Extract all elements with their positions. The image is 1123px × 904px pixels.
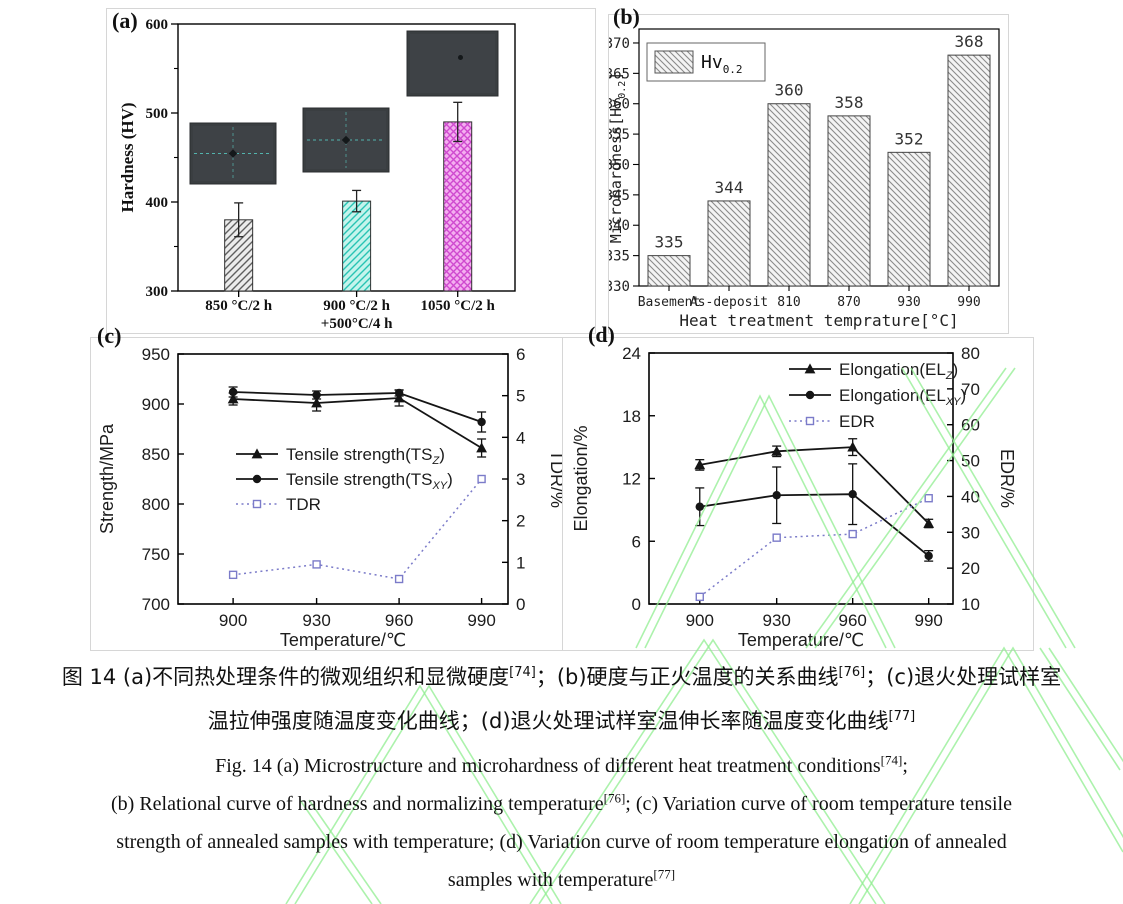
svg-text:Tensile strength(TSZ): Tensile strength(TSZ)	[286, 445, 445, 467]
svg-text:Strength/MPa: Strength/MPa	[97, 423, 117, 534]
svg-text:370: 370	[609, 36, 630, 52]
svg-text:344: 344	[715, 178, 744, 197]
svg-text:810: 810	[777, 295, 800, 310]
caption-en-line-4: samples with temperature[77]	[447, 866, 676, 891]
svg-text:335: 335	[609, 249, 630, 265]
svg-text:358: 358	[835, 93, 864, 112]
svg-text:930: 930	[302, 611, 330, 630]
hardness-bar-chart: 300 400 500 600 Hardness (HV) 850 °C/2 h 900 °…	[118, 17, 516, 332]
svg-text:0: 0	[516, 595, 525, 614]
svg-text:6: 6	[632, 532, 641, 551]
svg-text:900 °C/2 h: 900 °C/2 h	[323, 298, 390, 314]
svg-text:Temperature/℃: Temperature/℃	[738, 630, 864, 650]
svg-text:700: 700	[142, 595, 170, 614]
svg-text:368: 368	[955, 32, 984, 51]
svg-text:0: 0	[632, 595, 641, 614]
caption-en-line-1: Fig. 14 (a) Microstructure and microhard…	[215, 752, 908, 777]
svg-text:930: 930	[897, 295, 920, 310]
svg-text:900: 900	[142, 395, 170, 414]
svg-text:Hv0.2: Hv0.2	[701, 52, 743, 76]
caption-zh-line-2: 温拉伸强度随温度变化曲线；(d)退火处理试样室温伸长率随温度变化曲线[77]	[207, 709, 916, 733]
svg-text:350: 350	[609, 157, 630, 173]
svg-text:900: 900	[219, 611, 247, 630]
svg-text:990: 990	[467, 611, 495, 630]
svg-text:330: 330	[609, 279, 630, 295]
svg-text:345: 345	[609, 188, 630, 204]
caption-chinese: 图 14 (a)不同热处理条件的微观组织和显微硬度[74]；(b)硬度与正火温度…	[0, 655, 1123, 743]
figure-caption: 图 14 (a)不同热处理条件的微观组织和显微硬度[74]；(b)硬度与正火温度…	[0, 655, 1123, 899]
svg-text:900: 900	[686, 611, 714, 630]
panel-a-hardness-bar-chart: 300 400 500 600 Hardness (HV) 850 °C/2 h 900 °…	[106, 8, 596, 334]
svg-text:355: 355	[609, 127, 630, 143]
svg-text:360: 360	[775, 81, 804, 100]
svg-text:24: 24	[622, 344, 641, 363]
svg-text:Elongation(ELZ): Elongation(ELZ)	[839, 360, 958, 382]
panel-c-tensile-strength-line-chart: 700 750 800 850 900 950 0 1 2 3 4 5 6 900 930 960 990 Tem…	[90, 337, 612, 651]
svg-text:360: 360	[609, 97, 630, 113]
svg-text:335: 335	[655, 233, 684, 252]
svg-text:600: 600	[146, 17, 169, 33]
panel-a-label: (a)	[112, 8, 138, 33]
svg-text:Temperature/℃: Temperature/℃	[280, 630, 406, 650]
panel-d-elongation-line-chart: 0 6 12 18 24 10 20 30 40 50 60 70 80 900 930 960 990 Temp…	[562, 337, 1034, 651]
svg-text:500: 500	[146, 106, 169, 122]
svg-text:Tensile strength(TSXY): Tensile strength(TSXY)	[286, 470, 453, 492]
caption-english: Fig. 14 (a) Microstructure and microhard…	[0, 747, 1123, 899]
svg-text:Heat treatment temprature[°C]: Heat treatment temprature[°C]	[679, 311, 958, 330]
svg-text:960: 960	[838, 611, 866, 630]
svg-text:400: 400	[146, 195, 169, 211]
svg-text:As-deposit: As-deposit	[690, 295, 768, 310]
panel-c-label: (c)	[97, 323, 122, 348]
caption-en-line-3: strength of annealed samples with temper…	[116, 831, 1007, 853]
svg-text:60: 60	[961, 416, 980, 435]
svg-text:850 °C/2 h: 850 °C/2 h	[205, 298, 272, 314]
panel-b-microhardness-bar-chart: 330 335 340 345 350 355 360 365 370 335 Basement 34…	[608, 14, 1009, 334]
caption-en-line-2: (b) Relational curve of hardness and nor…	[111, 790, 1012, 815]
svg-text:6: 6	[516, 345, 525, 364]
svg-text:1: 1	[516, 553, 525, 572]
svg-text:Microhardness[Hv0.2]: Microhardness[Hv0.2]	[609, 72, 628, 244]
svg-text:990: 990	[914, 611, 942, 630]
svg-text:+500°C/4 h: +500°C/4 h	[321, 316, 393, 332]
svg-text:EDR: EDR	[839, 412, 875, 431]
svg-text:800: 800	[142, 495, 170, 514]
svg-text:40: 40	[961, 487, 980, 506]
svg-text:1050 °C/2 h: 1050 °C/2 h	[421, 298, 496, 314]
panel-d-label: (d)	[588, 322, 615, 347]
tensile-strength-line-chart: 700 750 800 850 900 950 0 1 2 3 4 5 6 900 930 960 990 Tem…	[97, 345, 567, 650]
svg-text:80: 80	[961, 344, 980, 363]
svg-text:850: 850	[142, 445, 170, 464]
svg-text:Elongation/%: Elongation/%	[571, 425, 591, 531]
svg-text:300: 300	[146, 284, 169, 300]
svg-text:352: 352	[895, 129, 924, 148]
svg-text:3: 3	[516, 470, 525, 489]
svg-text:Hardness (HV): Hardness (HV)	[118, 102, 137, 212]
svg-text:18: 18	[622, 407, 641, 426]
svg-text:EDR/%: EDR/%	[997, 449, 1017, 508]
svg-text:960: 960	[385, 611, 413, 630]
svg-text:870: 870	[837, 295, 860, 310]
svg-text:20: 20	[961, 559, 980, 578]
svg-text:5: 5	[516, 387, 525, 406]
svg-text:50: 50	[961, 452, 980, 471]
svg-text:12: 12	[622, 470, 641, 489]
svg-text:750: 750	[142, 545, 170, 564]
svg-text:TDR: TDR	[286, 495, 321, 514]
svg-text:4: 4	[516, 428, 525, 447]
microhardness-bar-chart: 330 335 340 345 350 355 360 365 370 335 Basement 34…	[609, 28, 1000, 330]
svg-text:930: 930	[762, 611, 790, 630]
svg-text:990: 990	[957, 295, 980, 310]
svg-text:2: 2	[516, 512, 525, 531]
svg-text:10: 10	[961, 595, 980, 614]
panel-b-label: (b)	[613, 4, 640, 29]
svg-text:950: 950	[142, 345, 170, 364]
svg-text:30: 30	[961, 523, 980, 542]
svg-text:Basement: Basement	[638, 295, 701, 310]
caption-zh-line-1: 图 14 (a)不同热处理条件的微观组织和显微硬度[74]；(b)硬度与正火温度…	[61, 665, 1062, 689]
svg-text:365: 365	[609, 66, 630, 82]
svg-text:340: 340	[609, 218, 630, 234]
